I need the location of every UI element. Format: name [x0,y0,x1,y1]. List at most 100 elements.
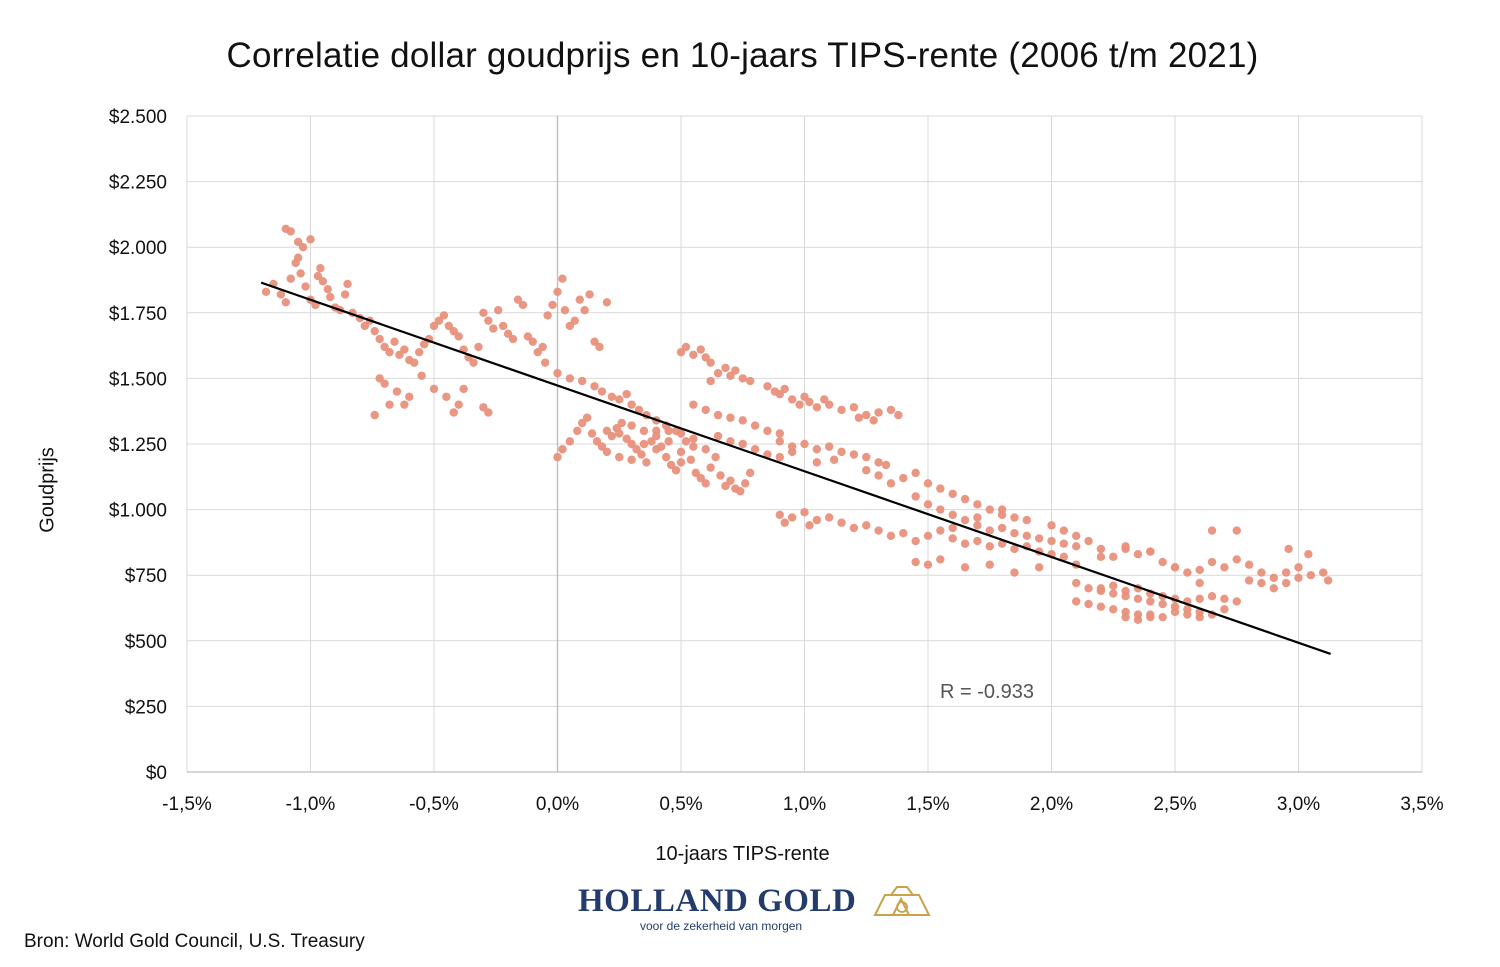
data-point [1034,563,1044,572]
data-point [713,368,723,378]
data-point [627,400,636,409]
data-point [632,445,641,454]
data-point [442,392,451,401]
data-point [622,434,631,443]
data-point [560,305,570,315]
data-point [1010,568,1019,577]
data-point [780,518,789,527]
data-point [825,513,834,522]
logo-tagline: voor de zekerheid van morgen [640,919,803,933]
x-tick-label: 3,5% [1400,794,1443,815]
data-point [1010,529,1019,538]
data-point [886,479,896,488]
data-point [573,426,582,436]
data-point [296,269,305,278]
gold-bars-icon [873,886,931,916]
data-point [400,400,409,409]
data-point [513,295,523,304]
data-point [1072,531,1081,541]
data-point [829,455,839,464]
data-point [862,521,871,530]
data-point [316,263,325,273]
data-point [1047,536,1056,546]
data-point [617,418,626,428]
data-point [1047,521,1056,530]
data-point [706,358,715,367]
data-point [390,337,399,346]
data-point [419,340,429,349]
data-point [570,316,579,325]
data-point [306,235,315,244]
data-point [1084,536,1093,546]
data-point [1072,578,1081,588]
data-point [1109,552,1118,562]
data-point [825,400,834,409]
data-point [429,384,439,394]
data-point [1257,568,1266,577]
data-point [775,389,784,399]
data-point [899,473,908,483]
data-point [1195,612,1204,622]
data-point [701,479,710,488]
data-point [540,358,550,367]
data-point [775,437,784,446]
logo-text: HOLLAND GOLD [578,883,857,919]
data-point [1183,568,1192,577]
data-point [293,253,303,262]
data-point [869,416,878,425]
data-point [503,329,513,338]
data-point [1146,610,1155,619]
data-point [533,347,542,357]
data-point [360,321,370,331]
data-point [553,287,562,297]
data-point [1072,597,1081,606]
data-point [726,413,735,422]
y-tick-label: $0 [146,763,167,784]
data-point [666,460,676,470]
data-point [750,421,760,430]
data-point [1158,612,1167,622]
data-point [973,521,982,530]
y-tick-label: $1.000 [109,501,167,522]
data-point [686,455,696,464]
data-point [820,395,829,404]
data-point [1022,515,1031,525]
data-point [874,471,883,480]
axes [187,116,1422,773]
data-point [538,342,547,352]
data-point [1072,542,1081,551]
data-point [434,316,444,325]
data-point [923,500,933,509]
data-point [543,311,552,320]
data-point [558,274,567,283]
x-axis-label: 10-jaars TIPS-rente [655,843,830,865]
data-point [997,505,1007,514]
data-point [479,308,488,317]
data-point [1232,597,1241,606]
x-tick-label: -1,0% [286,794,336,815]
data-point [1183,610,1192,619]
data-point [523,332,533,341]
data-point [1022,531,1031,541]
data-point [738,374,747,383]
data-point [380,379,389,388]
data-point [1109,589,1118,598]
chart-title: Correlatie dollar goudprijs en 10-jaars … [226,36,1259,75]
data-point [948,489,957,499]
data-point [1195,594,1204,604]
data-point [696,473,705,483]
data-point [298,243,308,252]
data-point [590,337,599,346]
data-point [1207,557,1217,567]
data-point [595,342,604,352]
data-point [894,410,903,420]
data-point [681,437,691,446]
data-point [553,452,562,462]
data-point [414,347,424,357]
data-point [652,431,661,441]
data-point [805,397,814,407]
data-point [1133,550,1143,559]
data-point [454,400,463,409]
data-point [763,426,772,436]
data-point [1059,526,1069,535]
